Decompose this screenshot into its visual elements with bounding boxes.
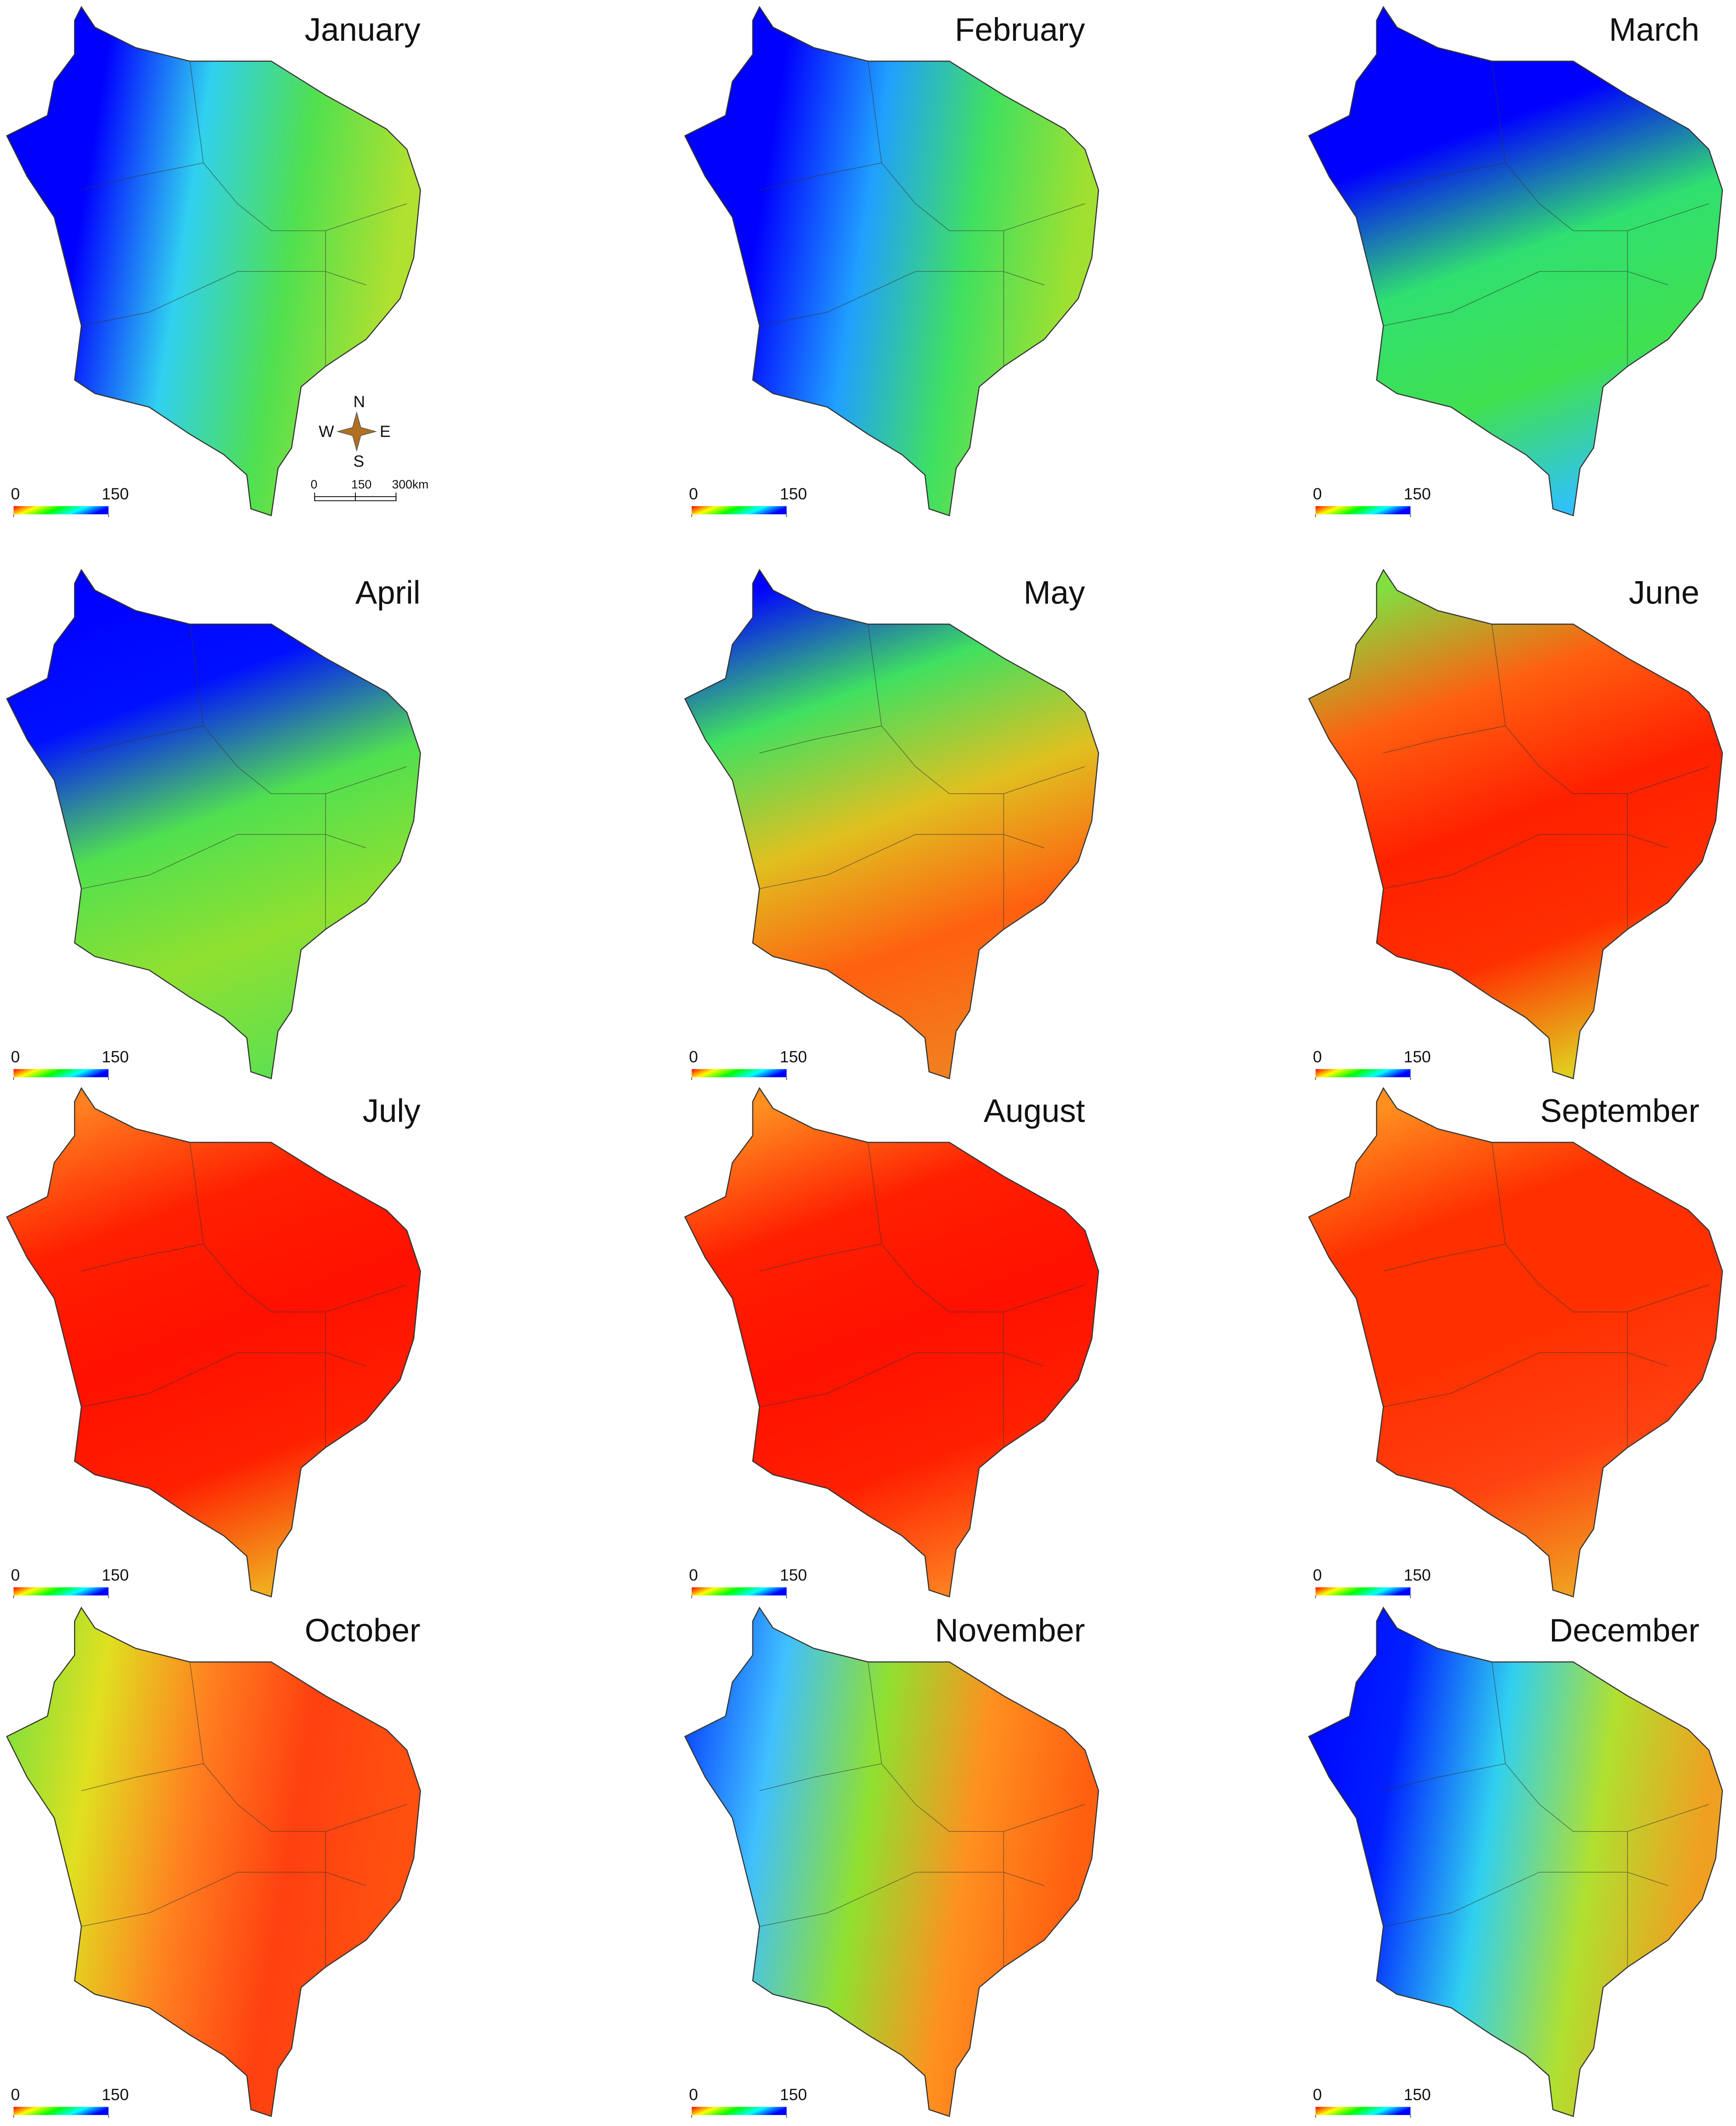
region-map (1308, 6, 1723, 517)
state-border (1383, 1142, 1709, 1448)
map-panel: October 0 150 (6, 1607, 422, 2118)
colorbar-label: 0 (689, 1565, 698, 1584)
region-map (6, 1087, 422, 1598)
state-border (759, 1142, 1085, 1448)
colorbar-label: 0 (1313, 484, 1322, 503)
colorbar-label: 0 (1313, 1047, 1322, 1066)
compass-label: W (319, 422, 334, 440)
colorbar-label: 0 (1313, 1565, 1322, 1584)
map-panel: September 0 150 (1308, 1087, 1723, 1598)
region-map (684, 6, 1099, 517)
colorbar (691, 1587, 787, 1596)
map-panel: June 0 150 (1308, 569, 1723, 1080)
colorbar (691, 1069, 787, 1078)
map-panel: December 0 150 (1308, 1607, 1723, 2118)
map-title: July (362, 1093, 420, 1129)
map-title: June (1629, 575, 1699, 611)
map-title: March (1609, 11, 1699, 48)
colorbar (13, 1587, 109, 1596)
map-title: November (935, 1612, 1085, 1649)
colorbar-label: 0 (11, 1565, 20, 1584)
colorbar (1315, 1069, 1411, 1078)
compass-label: N (353, 392, 365, 411)
colorbar-label: 150 (102, 1047, 129, 1066)
region-map (1308, 1087, 1723, 1598)
scale-label: 300km (392, 478, 429, 491)
colorbar-label: 0 (11, 1047, 20, 1066)
colorbar (1315, 506, 1411, 515)
colorbar-label: 150 (102, 484, 129, 503)
colorbar (691, 2107, 787, 2115)
map-panel: August 0 150 (684, 1087, 1099, 1598)
map-panel: May 0 150 (684, 569, 1099, 1080)
map-panel: February 0 150 (684, 6, 1099, 517)
state-border (759, 624, 1085, 930)
colorbar-label: 150 (780, 484, 807, 503)
map-title: December (1549, 1612, 1700, 1649)
scale-label: 150 (351, 478, 372, 491)
compass-label: E (380, 422, 391, 440)
compass: NES W (319, 392, 390, 470)
colorbar-label: 150 (780, 1565, 807, 1584)
map-title: October (305, 1612, 420, 1649)
state-border (1383, 61, 1709, 367)
compass-label: S (353, 452, 364, 470)
map-title: April (355, 575, 421, 611)
colorbar-label: 150 (1404, 1565, 1431, 1584)
region-map (684, 569, 1099, 1079)
region-map (684, 1087, 1099, 1598)
state-border (81, 1142, 407, 1448)
colorbar-label: 150 (780, 2085, 807, 2104)
colorbar (691, 506, 787, 515)
map-panel: April 0 150 (6, 569, 422, 1080)
region-map (1308, 1607, 1723, 2117)
state-border (81, 1661, 407, 1967)
state-border (1383, 1661, 1709, 1967)
colorbar-label: 0 (689, 484, 698, 503)
map-panel: July 0 150 (6, 1087, 422, 1598)
colorbar-label: 0 (11, 2085, 20, 2104)
state-border (759, 61, 1085, 367)
map-title: May (1024, 575, 1085, 611)
region-map (1308, 569, 1723, 1079)
colorbar-label: 0 (689, 2085, 698, 2104)
colorbar-label: 150 (102, 2085, 129, 2104)
region-map (6, 1607, 422, 2117)
map-title: September (1540, 1093, 1699, 1129)
colorbar-label: 150 (102, 1565, 129, 1584)
map-panel: January 0 150 NES W 0 150 300km (6, 6, 429, 517)
colorbar-label: 0 (11, 484, 20, 503)
colorbar-label: 150 (1404, 484, 1431, 503)
colorbar (13, 1069, 109, 1078)
colorbar-label: 0 (689, 1047, 698, 1066)
state-border (81, 624, 407, 930)
scale-label: 0 (311, 478, 318, 491)
map-title: February (955, 11, 1085, 48)
state-border (759, 1661, 1085, 1967)
colorbar (13, 2107, 109, 2115)
colorbar (1315, 2107, 1411, 2115)
map-panel: November 0 150 (684, 1607, 1099, 2118)
state-border (81, 61, 407, 367)
map-title: January (305, 11, 420, 48)
colorbar-label: 150 (780, 1047, 807, 1066)
colorbar-label: 0 (1313, 2085, 1322, 2104)
region-map (6, 569, 422, 1079)
map-panel: March 0 150 (1308, 6, 1723, 517)
colorbar (1315, 1587, 1411, 1596)
colorbar-label: 150 (1404, 2085, 1431, 2104)
colorbar-label: 150 (1404, 1047, 1431, 1066)
state-border (1383, 624, 1709, 930)
colorbar (13, 506, 109, 515)
compass-rose (336, 411, 377, 452)
map-title: August (984, 1093, 1085, 1129)
region-map (684, 1607, 1099, 2117)
